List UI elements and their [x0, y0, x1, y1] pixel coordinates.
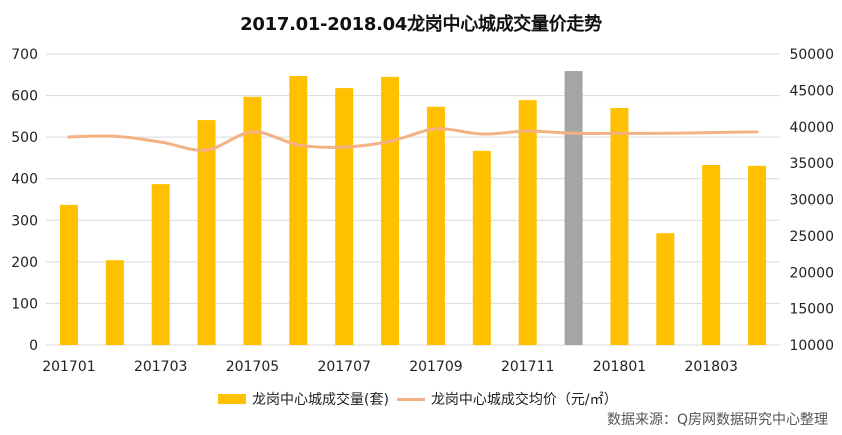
x-tick-label: 201707 — [317, 359, 370, 375]
left-tick-label: 200 — [11, 255, 38, 271]
x-tick-label: 201709 — [409, 359, 462, 375]
x-tick-label: 201803 — [684, 359, 737, 375]
right-axis-ticks: 10000 15000 20000 25000 30000 35000 40000 45000… — [789, 47, 834, 354]
bar-201701 — [59, 204, 78, 345]
right-tick-label: 20000 — [789, 265, 834, 281]
bar-201707 — [335, 88, 354, 346]
bar-201712 — [564, 71, 583, 346]
left-axis-ticks: 0 100 200 300 400 500 600 700 — [11, 47, 38, 354]
right-tick-label: 30000 — [789, 193, 834, 209]
legend-bar-label: 龙岗中心城成交量(套) — [252, 392, 389, 408]
bar-201703 — [151, 184, 170, 345]
right-tick-label: 40000 — [789, 120, 834, 136]
bar-201706 — [289, 76, 308, 345]
left-tick-label: 100 — [11, 296, 38, 312]
price-line — [67, 127, 759, 152]
right-tick-label: 15000 — [789, 302, 834, 318]
volume-bars — [59, 71, 767, 346]
left-tick-label: 300 — [11, 213, 38, 229]
right-tick-label: 35000 — [789, 156, 834, 172]
left-tick-label: 600 — [11, 89, 38, 105]
right-tick-label: 10000 — [789, 338, 834, 354]
bar-201708 — [381, 76, 400, 345]
left-tick-label: 700 — [11, 47, 38, 63]
bar-201702 — [105, 260, 124, 345]
bar-201709 — [426, 106, 445, 345]
x-tick-label: 201801 — [593, 359, 646, 375]
x-tick-label: 201701 — [42, 359, 95, 375]
bar-201801 — [610, 108, 629, 346]
right-tick-label: 25000 — [789, 229, 834, 245]
x-axis-ticks: 201701 201703 201705 201707 201709 201711 2018… — [42, 359, 738, 375]
right-tick-label: 50000 — [789, 47, 834, 63]
chart-title: 2017.01-2018.04龙岗中心城成交量价走势 — [240, 14, 602, 35]
x-tick-label: 201703 — [134, 359, 187, 375]
left-tick-label: 500 — [11, 130, 38, 146]
legend-line-swatch-icon — [396, 397, 425, 401]
x-tick-label: 201705 — [226, 359, 279, 375]
x-tick-label: 201711 — [501, 359, 554, 375]
left-tick-label: 400 — [11, 172, 38, 188]
left-tick-label: 0 — [29, 338, 38, 354]
bar-201803 — [702, 164, 721, 345]
right-tick-label: 45000 — [789, 83, 834, 99]
bar-201705 — [243, 96, 262, 345]
bar-201711 — [518, 100, 537, 345]
legend: 龙岗中心城成交量(套) 龙岗中心城成交均价（元/㎡） — [218, 389, 618, 409]
bar-201704 — [197, 120, 216, 345]
bar-201710 — [472, 150, 491, 345]
bar-201804 — [748, 165, 767, 345]
legend-bar-swatch-icon — [218, 394, 246, 404]
bar-201802 — [656, 233, 675, 345]
data-source-note: 数据来源：Q房网数据研究中心整理 — [606, 412, 828, 428]
legend-line-label: 龙岗中心城成交均价（元/㎡） — [430, 392, 618, 408]
